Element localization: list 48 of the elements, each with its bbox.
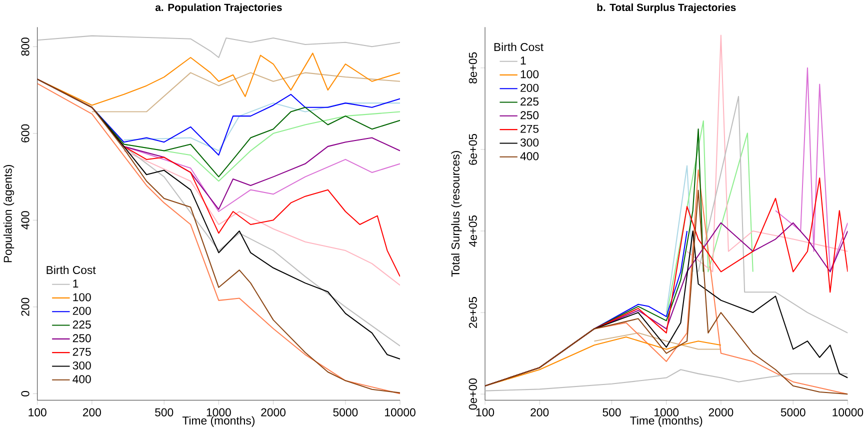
y-axis-title: Total Surplus (resources) <box>451 150 462 277</box>
y-tick-label: 400 <box>21 210 30 230</box>
legend-label: 400 <box>72 375 91 384</box>
y-axis-title: Population (agents) <box>3 164 14 262</box>
legend-label: 100 <box>520 70 539 78</box>
legend-label: 400 <box>520 152 539 160</box>
y-tick-label: 800 <box>21 37 30 56</box>
legend-label: 275 <box>520 124 539 133</box>
y-tick-label: 6e+05 <box>468 134 477 165</box>
x-tick-label: 100 <box>476 408 494 416</box>
x-tick-label: 1000 <box>654 408 679 416</box>
x-tick-label: 500 <box>155 408 174 416</box>
legend-label: 1 <box>520 56 526 64</box>
legend-label: 300 <box>72 361 91 370</box>
legend-title: Birth Cost <box>46 266 96 274</box>
x-tick-label: 10000 <box>832 408 864 416</box>
y-tick-label: 0e+00 <box>468 378 477 410</box>
y-tick-label: 200 <box>21 298 30 316</box>
legend-label: 275 <box>72 348 91 356</box>
x-tick-label: 500 <box>602 408 621 416</box>
x-tick-label: 2000 <box>261 408 286 416</box>
legend-label: 100 <box>73 293 91 302</box>
legend-label: 250 <box>72 334 91 342</box>
chart-title: b. Total Surplus Trajectories <box>597 3 736 13</box>
x-tick-label: 2000 <box>708 408 734 416</box>
legend-label: 225 <box>520 97 539 106</box>
legend-label: 1 <box>73 280 78 288</box>
legend-label: 300 <box>520 138 539 146</box>
x-tick-label: 200 <box>530 408 549 416</box>
chart-title: a. Population Trajectories <box>155 3 282 13</box>
y-tick-label: 600 <box>21 124 30 142</box>
x-axis-title: Time (months) <box>182 416 254 427</box>
y-tick-label: 2e+05 <box>468 296 477 328</box>
x-tick-label: 100 <box>28 408 46 416</box>
legend-label: 200 <box>72 306 91 315</box>
legend-title: Birth Cost <box>494 42 544 51</box>
x-axis-title: Time (months) <box>630 416 702 427</box>
x-tick-label: 5000 <box>780 408 806 416</box>
y-tick-label: 8e+05 <box>468 52 477 84</box>
x-tick-label: 200 <box>82 408 101 416</box>
y-tick-label: 4e+05 <box>468 215 477 247</box>
legend-label: 200 <box>520 84 539 92</box>
x-tick-label: 1000 <box>206 408 231 416</box>
x-tick-label: 5000 <box>333 408 358 416</box>
y-tick-label: 0 <box>21 390 30 396</box>
legend-label: 225 <box>72 320 91 328</box>
x-tick-label: 10000 <box>385 408 416 416</box>
legend-label: 250 <box>520 111 539 120</box>
